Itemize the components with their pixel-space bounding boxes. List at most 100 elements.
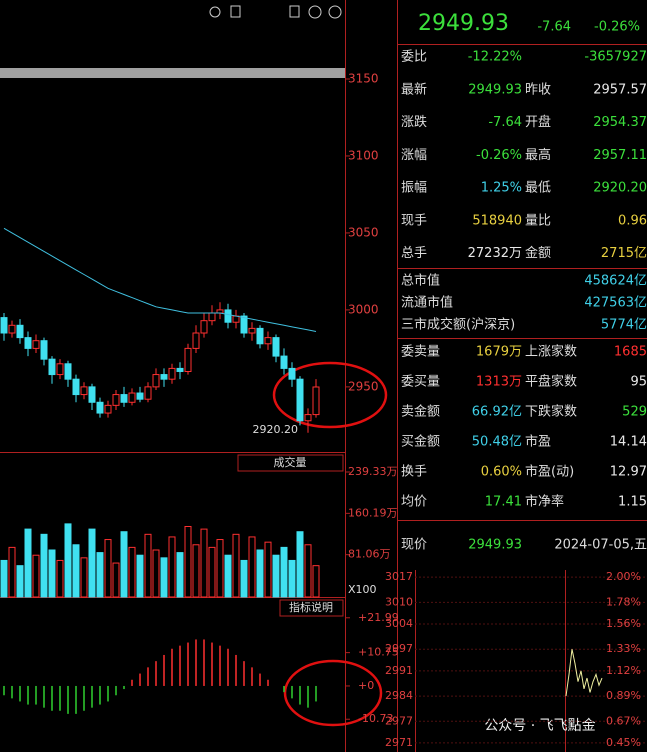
indicator-button-label[interactable]: 指标说明 <box>289 600 333 614</box>
candle-body <box>128 392 136 403</box>
quote-value: 27232万 <box>468 246 522 261</box>
volume-bar <box>192 544 200 598</box>
quote-label: 涨幅 <box>401 148 427 163</box>
candle-body <box>120 394 128 403</box>
header-change: -7.64 <box>537 20 571 35</box>
quote-label: 振幅 <box>401 181 427 196</box>
market-label: 三市成交额(沪深京) <box>401 317 515 333</box>
quote-label: 买金额 <box>401 434 440 450</box>
y-tick-label: 3150 <box>348 71 379 85</box>
volume-bar <box>208 546 216 598</box>
y-tick-label: 3100 <box>348 148 379 162</box>
y-tick-label: 3004 <box>385 617 413 630</box>
quote-label: 上涨家数 <box>525 344 577 360</box>
market-value: 458624亿 <box>584 274 647 289</box>
candle-body <box>80 386 88 396</box>
quote-value: 95 <box>630 375 647 390</box>
volume-bar <box>304 544 312 598</box>
market-label: 总市值 <box>401 273 440 289</box>
volume-bar <box>264 541 272 598</box>
quote-value: 518940 <box>472 213 522 228</box>
pct-tick-label: 1.56% <box>606 617 641 630</box>
quote-label: 开盘 <box>525 114 551 130</box>
indicator-button[interactable] <box>279 599 344 617</box>
y-tick-label: 81.06万 <box>348 548 391 561</box>
candle-body <box>256 327 264 345</box>
y-tick-label: 2997 <box>385 642 413 655</box>
gray-bar <box>0 68 345 78</box>
quote-value: 0.60% <box>481 465 522 480</box>
candle-body <box>8 324 16 334</box>
header-pct: -0.26% <box>594 20 640 35</box>
market-value: 427563亿 <box>584 296 647 311</box>
pct-tick-label: 0.45% <box>606 736 641 749</box>
quote-value: 2957.57 <box>593 83 647 98</box>
top-label: 委比 <box>401 50 427 65</box>
header-price: 2949.93 <box>418 11 509 36</box>
quote-value: 2954.37 <box>593 115 647 130</box>
y-tick-label: 3010 <box>385 595 413 608</box>
quote-label: 市盈 <box>525 434 551 450</box>
candle-body <box>208 312 216 322</box>
quote-label: 市盈(动) <box>525 464 574 480</box>
volume-bar <box>56 559 64 598</box>
quote-value: 529 <box>622 405 647 420</box>
candle-body <box>240 315 248 334</box>
candle-body <box>248 327 256 334</box>
volume-bar <box>8 546 16 598</box>
volume-button-label[interactable]: 成交量 <box>274 455 307 469</box>
y-tick-label: 2977 <box>385 714 413 727</box>
volume-bar <box>120 531 128 598</box>
quote-label: 总手 <box>401 246 427 261</box>
volume-bar <box>104 539 112 598</box>
volume-bar <box>16 565 24 598</box>
toolbar-icons[interactable] <box>209 5 342 19</box>
candle-body <box>224 309 232 323</box>
candle-body <box>48 358 56 376</box>
candle-body <box>280 355 288 369</box>
volume-bar <box>40 533 48 598</box>
candle-body <box>56 363 64 376</box>
volume-bar <box>184 525 192 598</box>
candle-body <box>72 378 80 396</box>
quote-label: 量比 <box>525 213 551 228</box>
volume-unit: X100 <box>348 583 377 596</box>
volume-bar <box>240 559 248 598</box>
quote-value: 14.14 <box>610 435 647 450</box>
candle-body <box>32 340 40 349</box>
quote-label: 昨收 <box>525 83 551 98</box>
low-annotation: 2920.20 <box>253 423 299 436</box>
candle-body <box>112 394 120 406</box>
volume-bar <box>96 552 104 598</box>
highlight-circle <box>272 361 388 429</box>
pct-tick-label: 0.89% <box>606 689 641 702</box>
y-tick-label: 239.33万 <box>348 465 398 478</box>
y-tick-label: 2991 <box>385 664 413 677</box>
y-tick-label: +0 <box>358 679 374 692</box>
quote-label: 换手 <box>401 465 427 480</box>
candle-body <box>264 337 272 345</box>
candle-body <box>152 374 160 388</box>
y-tick-label: 3000 <box>348 302 379 316</box>
quote-value: 17.41 <box>485 495 522 510</box>
intraday-line <box>565 649 603 697</box>
candle-body <box>136 392 144 400</box>
pct-tick-label: 2.00% <box>606 570 641 583</box>
quote-value: 1679万 <box>476 345 522 360</box>
quote-value: 50.48亿 <box>472 435 522 450</box>
quote-value: 2949.93 <box>468 83 522 98</box>
volume-button[interactable] <box>237 454 344 472</box>
volume-bar <box>296 531 304 598</box>
volume-bar <box>72 544 80 598</box>
y-tick-label: +10.75 <box>358 646 399 659</box>
top-value2: -3657927 <box>584 50 647 65</box>
intraday-label: 现价 <box>401 538 427 553</box>
quote-label: 最高 <box>525 147 551 163</box>
candle-body <box>104 404 112 414</box>
quote-value: -7.64 <box>488 115 522 130</box>
candle-body <box>200 320 208 334</box>
quote-label: 现手 <box>401 213 427 228</box>
